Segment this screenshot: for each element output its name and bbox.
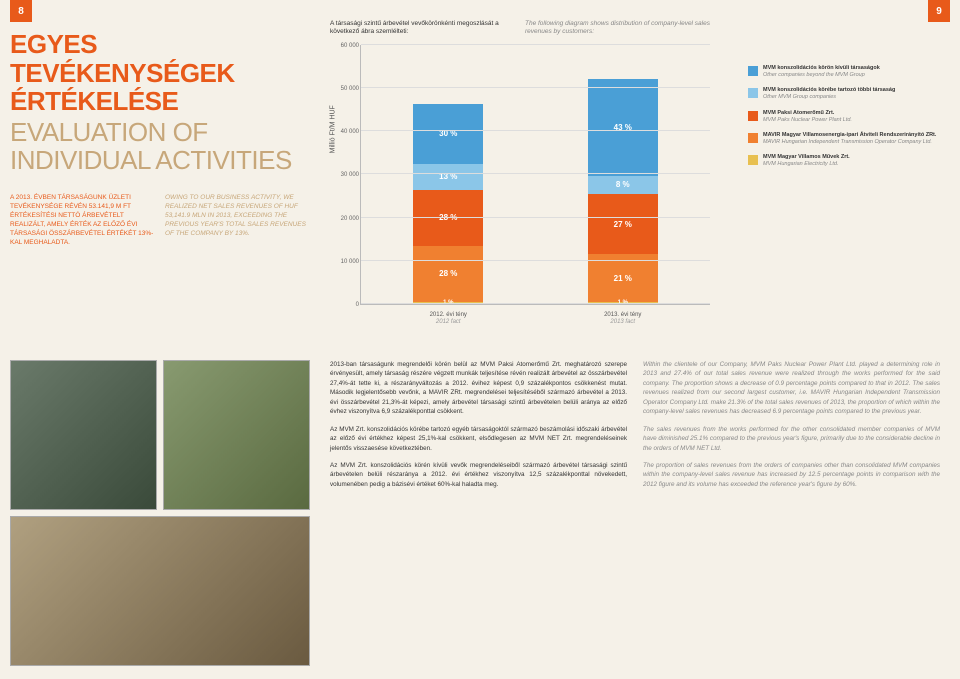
- chart-caption-hu: A társasági szintű árbevétel vevőkörönké…: [330, 20, 515, 37]
- photo-1: [10, 360, 157, 510]
- intro-en: OWING TO OUR BUSINESS ACTIVITY, WE REALI…: [165, 193, 310, 248]
- page-number-right: 9: [928, 0, 950, 22]
- photo-3: [10, 516, 310, 666]
- legend-item: MAVIR Magyar Villamosenergia-ipari Átvit…: [748, 132, 948, 146]
- bar-segment: 8 %: [588, 176, 658, 194]
- bar-segment: 21 %: [588, 254, 658, 301]
- photo-2: [163, 360, 310, 510]
- x-axis-label: 2012. évi tény2012 fact: [388, 312, 508, 326]
- bar-segment: 30 %: [413, 104, 483, 164]
- bar-segment: 43 %: [588, 79, 658, 176]
- page-number-left: 8: [10, 0, 32, 22]
- body-paragraph-en: The proportion of sales revenues from th…: [643, 461, 940, 489]
- chart-caption-en: The following diagram shows distribution…: [525, 20, 710, 37]
- x-axis-label: 2013. évi tény2013 fact: [563, 312, 683, 326]
- chart-block: A társasági szintű árbevétel vevőkörönké…: [330, 20, 710, 305]
- legend-item: MVM Magyar Villamos Művek Zrt.MVM Hungar…: [748, 154, 948, 168]
- photo-grid: [10, 360, 310, 666]
- body-paragraph-hu: Az MVM Zrt. konszolidációs körén kívüli …: [330, 461, 627, 489]
- legend-item: MVM konszolidációs körön kívüli társaság…: [748, 65, 948, 79]
- legend-item: MVM Paksi Atomerőmű Zrt.MVM Paks Nuclear…: [748, 110, 948, 124]
- bar-segment: 28 %: [413, 190, 483, 246]
- body-paragraph-en: The sales revenues from the works perfor…: [643, 425, 940, 453]
- bar-segment: 28 %: [413, 246, 483, 302]
- body-paragraph-en: Within the clientele of our Company, MVM…: [643, 360, 940, 417]
- chart-legend: MVM konszolidációs körön kívüli társaság…: [748, 65, 948, 176]
- title-hu: EGYES TEVÉKENYSÉGEK ÉRTÉKELÉSE: [10, 30, 310, 116]
- stacked-bar-chart: Millió Ft/M HUF 1 %28 %28 %13 %30 %2012.…: [360, 45, 710, 305]
- body-en: Within the clientele of our Company, MVM…: [643, 360, 940, 497]
- intro-hu: A 2013. ÉVBEN TÁRSASÁGUNK ÜZLETI TEVÉKEN…: [10, 193, 155, 248]
- body-columns: 2013-ban társaságunk megrendelői körén b…: [330, 360, 940, 497]
- legend-item: MVM konszolidációs körébe tartozó többi …: [748, 87, 948, 101]
- title-block: EGYES TEVÉKENYSÉGEK ÉRTÉKELÉSE EVALUATIO…: [10, 30, 310, 248]
- body-paragraph-hu: Az MVM Zrt. konszolidációs körébe tartoz…: [330, 425, 627, 453]
- body-paragraph-hu: 2013-ban társaságunk megrendelői körén b…: [330, 360, 627, 417]
- body-hu: 2013-ban társaságunk megrendelői körén b…: [330, 360, 627, 497]
- bar-segment: 27 %: [588, 194, 658, 255]
- bar-segment: 13 %: [413, 164, 483, 190]
- title-en: EVALUATION OF INDIVIDUAL ACTIVITIES: [10, 118, 310, 175]
